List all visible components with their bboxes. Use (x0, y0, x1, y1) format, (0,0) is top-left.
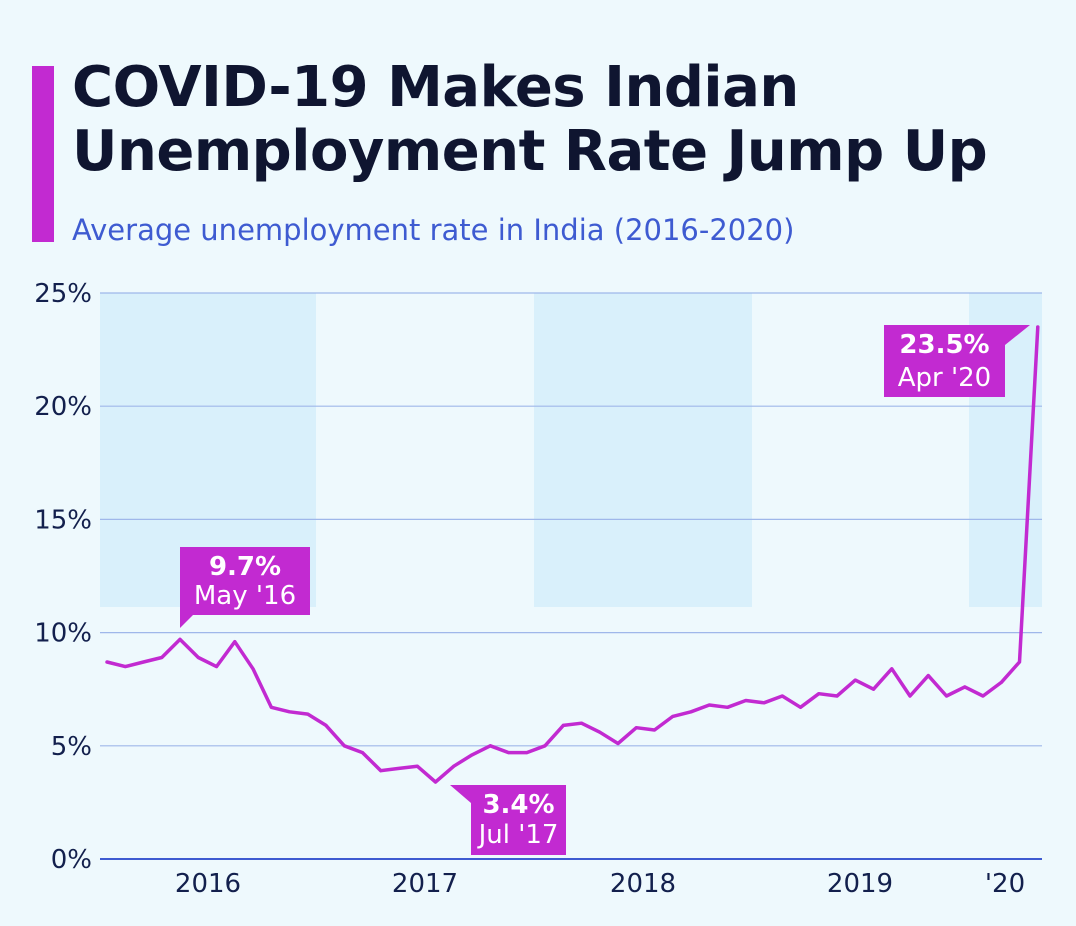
y-tick-label: 20% (34, 392, 92, 422)
annotation-value: 3.4% (482, 790, 554, 820)
data-point (288, 710, 291, 714)
data-point (361, 751, 364, 755)
data-point (434, 780, 437, 784)
y-tick-label: 5% (51, 732, 92, 762)
y-tick-label: 10% (34, 619, 92, 649)
data-point (507, 751, 510, 755)
data-point (817, 692, 821, 696)
data-point (543, 744, 547, 748)
data-point (963, 685, 967, 689)
data-point (908, 694, 912, 698)
data-point (580, 721, 583, 725)
data-point (452, 764, 456, 768)
data-point (689, 710, 693, 714)
data-point (178, 637, 182, 641)
y-tick-label: 25% (34, 279, 92, 309)
annotation-pointer (1005, 325, 1030, 345)
series-line (105, 325, 1040, 784)
data-point (105, 660, 109, 664)
data-point (233, 640, 237, 644)
x-tick-label: '20 (985, 869, 1025, 899)
data-point (525, 751, 529, 755)
data-point (1018, 660, 1021, 664)
data-point (945, 694, 948, 698)
data-point (926, 674, 930, 678)
data-point (890, 667, 894, 671)
x-tick-label: 2018 (610, 869, 676, 899)
data-point (780, 694, 784, 698)
data-point (744, 699, 748, 703)
data-point (215, 665, 218, 669)
data-point (160, 656, 164, 660)
data-point (415, 764, 419, 768)
data-point (561, 723, 565, 727)
data-point (379, 769, 383, 773)
x-tick-label: 2019 (827, 869, 893, 899)
data-point (397, 766, 401, 770)
annotation-box (471, 785, 566, 855)
data-point (488, 744, 492, 748)
data-point (653, 728, 656, 732)
data-point (872, 687, 875, 691)
data-point (853, 678, 857, 682)
data-point (142, 660, 145, 664)
data-point (634, 726, 638, 730)
annotation-pointer (180, 612, 196, 628)
data-point (342, 744, 346, 748)
x-tick-label: 2016 (175, 869, 241, 899)
annotation-box (884, 325, 1005, 397)
data-point (251, 667, 255, 671)
data-point (123, 665, 127, 669)
data-point (726, 705, 729, 709)
data-point (306, 712, 310, 716)
chart-title: COVID-19 Makes Indian Unemployment Rate … (72, 55, 988, 184)
data-point (981, 694, 985, 698)
x-tick-label: 2017 (392, 869, 458, 899)
annotation-value: 9.7% (209, 552, 281, 582)
chart-subtitle: Average unemployment rate in India (2016… (72, 213, 795, 247)
data-point (999, 680, 1003, 684)
y-tick-label: 0% (51, 845, 92, 875)
data-point (707, 703, 711, 707)
data-point (671, 714, 675, 718)
data-point (269, 705, 273, 709)
annotation-value: 23.5% (899, 330, 989, 360)
title-accent-bar (32, 66, 54, 242)
annotation-date: May '16 (194, 581, 296, 611)
year-band-1 (534, 293, 752, 607)
data-point (598, 730, 602, 734)
data-point (762, 701, 766, 705)
data-point (799, 705, 802, 709)
annotation-date: Jul '17 (477, 820, 559, 850)
annotation-pointer (450, 785, 471, 803)
data-point (196, 656, 200, 660)
annotation-date: Apr '20 (898, 363, 991, 393)
y-tick-label: 15% (34, 505, 92, 535)
data-point (324, 723, 328, 727)
annotation-box (180, 547, 310, 615)
data-point (835, 694, 839, 698)
data-point (1036, 325, 1040, 329)
data-point (470, 753, 474, 757)
data-point (616, 742, 620, 746)
